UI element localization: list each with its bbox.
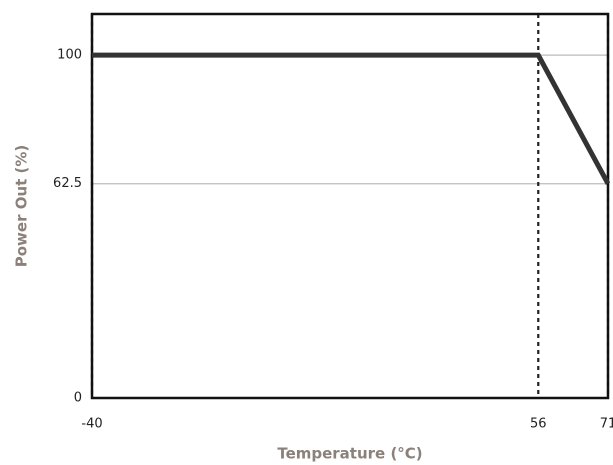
y-tick-label: 0: [74, 391, 82, 406]
x-tick-label: 56: [530, 417, 547, 432]
y-tick-label: 62.5: [53, 176, 82, 191]
x-tick-label: -40: [81, 417, 102, 432]
plot-frame: [90, 12, 610, 400]
x-tick-label: 71: [600, 417, 613, 432]
line: [92, 52, 611, 185]
y-tick-label: 100: [57, 48, 82, 63]
x-axis-title: Temperature (°C): [277, 445, 422, 463]
y-axis-title: Power Out (%): [13, 145, 31, 268]
